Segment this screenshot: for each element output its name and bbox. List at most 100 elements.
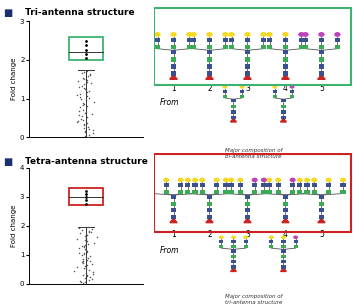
Circle shape	[282, 32, 289, 37]
Circle shape	[228, 178, 234, 182]
Text: Major composition of
bi-antenna structure: Major composition of bi-antenna structur…	[225, 148, 282, 159]
Bar	[243, 245, 248, 248]
Text: 3: 3	[245, 84, 250, 93]
Point	[82, 247, 87, 252]
Bar	[231, 245, 236, 248]
Point	[80, 253, 85, 258]
Point	[90, 127, 96, 132]
Circle shape	[243, 235, 248, 239]
Bar	[341, 183, 346, 187]
Point	[82, 242, 88, 247]
Circle shape	[222, 32, 228, 37]
Bar	[228, 189, 234, 193]
Circle shape	[244, 32, 251, 37]
Text: From: From	[160, 246, 179, 255]
Bar	[261, 183, 266, 187]
Point	[80, 75, 85, 80]
Text: 3: 3	[245, 230, 250, 239]
Point	[85, 104, 90, 109]
Bar	[171, 57, 176, 62]
Point	[77, 278, 83, 283]
Bar	[231, 265, 236, 269]
Bar	[319, 71, 324, 76]
Point	[87, 275, 93, 280]
Bar	[319, 209, 324, 212]
Point	[83, 270, 89, 275]
Point	[81, 244, 87, 249]
Point	[74, 92, 80, 97]
Bar	[283, 71, 288, 76]
Point	[79, 114, 84, 119]
Text: ■: ■	[4, 8, 13, 18]
Bar	[200, 189, 205, 193]
Bar	[245, 209, 250, 212]
Bar	[187, 38, 192, 42]
Bar	[319, 202, 324, 206]
Bar	[207, 38, 212, 42]
Point	[90, 271, 96, 276]
Bar	[299, 38, 304, 42]
Point	[74, 120, 80, 124]
Point	[84, 77, 90, 82]
Bar	[191, 38, 196, 42]
Point	[90, 262, 95, 267]
Bar	[228, 183, 234, 187]
Bar	[245, 50, 250, 55]
Point	[78, 116, 84, 121]
Circle shape	[163, 178, 169, 182]
Point	[82, 238, 88, 243]
Bar	[238, 183, 243, 187]
Point	[81, 76, 87, 81]
Bar	[214, 189, 219, 193]
Point	[87, 72, 93, 77]
Point	[81, 70, 87, 74]
Bar	[207, 50, 212, 55]
Text: 4: 4	[283, 84, 288, 93]
Point	[81, 252, 87, 257]
Circle shape	[237, 178, 243, 182]
Bar	[273, 95, 277, 98]
Text: Major composition of
tri-antenna structure: Major composition of tri-antenna structu…	[225, 294, 282, 305]
Circle shape	[252, 178, 258, 182]
Bar	[283, 215, 288, 219]
Point	[82, 133, 88, 138]
Circle shape	[266, 32, 273, 37]
Point	[84, 249, 90, 254]
Bar	[214, 183, 219, 187]
Circle shape	[334, 32, 341, 37]
Point	[86, 127, 92, 131]
Bar	[341, 189, 346, 193]
Point	[81, 82, 86, 87]
Circle shape	[266, 178, 272, 182]
Point	[81, 281, 86, 286]
Bar	[281, 245, 286, 248]
Circle shape	[213, 178, 220, 182]
Point	[83, 255, 89, 260]
Point	[86, 229, 92, 234]
Bar	[269, 240, 273, 243]
Y-axis label: Fold change: Fold change	[11, 205, 17, 247]
Bar	[149, 183, 155, 187]
Circle shape	[261, 178, 267, 182]
Circle shape	[269, 235, 274, 239]
Point	[84, 121, 90, 126]
Text: 1: 1	[171, 84, 176, 93]
Bar	[171, 71, 176, 76]
Bar	[171, 202, 176, 206]
Bar	[305, 189, 310, 193]
Bar	[319, 50, 324, 55]
Point	[81, 125, 86, 130]
Circle shape	[290, 178, 296, 182]
Bar	[335, 38, 340, 42]
Bar	[283, 57, 288, 62]
Circle shape	[240, 85, 245, 89]
Bar	[191, 45, 196, 49]
Circle shape	[275, 178, 281, 182]
Point	[85, 256, 91, 260]
Bar	[261, 38, 266, 42]
Bar	[219, 245, 223, 248]
Bar	[252, 183, 257, 187]
Point	[80, 117, 86, 122]
Bar	[269, 245, 273, 248]
Bar	[319, 215, 324, 219]
